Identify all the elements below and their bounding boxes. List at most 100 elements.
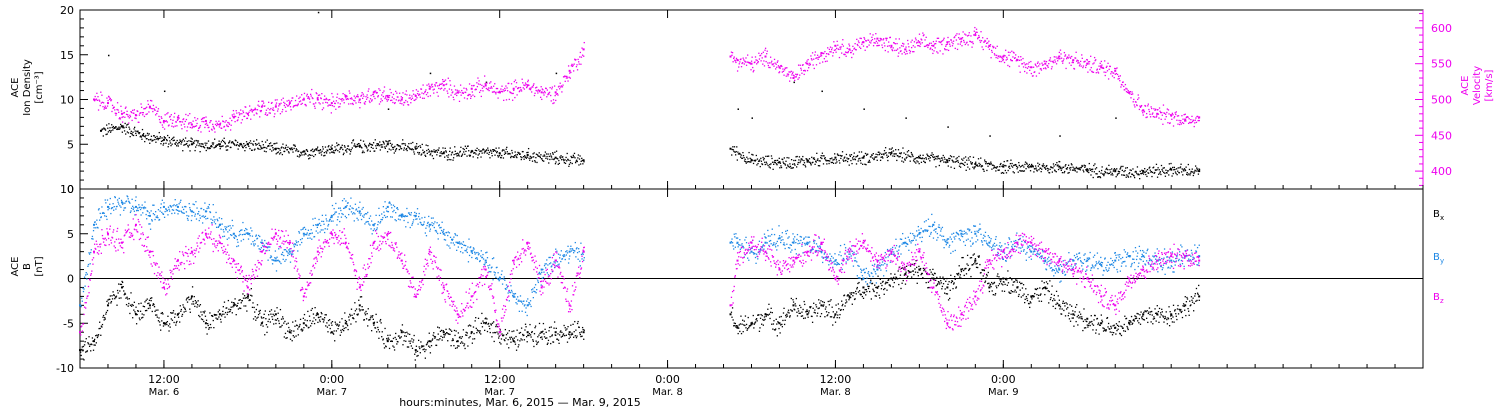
trace-point: [276, 307, 278, 309]
trace-point: [534, 87, 537, 89]
trace-point: [336, 324, 338, 327]
trace-point: [296, 324, 298, 327]
trace-point: [801, 159, 803, 161]
trace-point: [283, 104, 285, 107]
trace-point: [345, 326, 347, 329]
trace-point: [1131, 91, 1133, 93]
trace-point: [463, 151, 465, 153]
trace-point: [395, 90, 397, 93]
trace-point: [137, 110, 139, 113]
trace-point: [151, 100, 153, 102]
trace-point: [568, 163, 571, 165]
trace-point: [1123, 85, 1125, 88]
trace-point: [463, 148, 465, 151]
trace-point: [170, 114, 172, 116]
trace-point: [857, 291, 860, 293]
trace-point: [92, 349, 95, 351]
trace-point: [547, 153, 549, 155]
trace-point: [401, 143, 403, 145]
trace-point: [999, 165, 1001, 168]
trace-point: [999, 55, 1002, 57]
trace-point: [151, 108, 153, 110]
trace-point: [116, 128, 118, 131]
trace-point: [312, 97, 314, 100]
trace-point: [828, 304, 831, 306]
trace-point: [367, 145, 370, 147]
trace-point: [926, 44, 928, 46]
trace-point: [784, 163, 786, 165]
trace-point: [571, 156, 573, 159]
trace-point: [373, 324, 375, 326]
trace-point: [937, 52, 939, 54]
trace-point: [559, 82, 561, 84]
trace-point: [869, 41, 871, 43]
trace-point: [471, 84, 473, 87]
trace-point: [445, 83, 448, 85]
trace-point: [866, 46, 869, 48]
trace-point: [1095, 173, 1097, 175]
trace-point: [574, 157, 576, 159]
trace-point: [560, 155, 562, 157]
trace-point: [846, 160, 849, 163]
trace-point: [387, 99, 390, 101]
data-point: [974, 34, 977, 37]
trace-point: [919, 154, 921, 156]
trace-point: [462, 329, 465, 331]
trace-point: [128, 128, 131, 130]
trace-point: [181, 315, 183, 317]
trace-point: [825, 159, 827, 161]
trace-point: [896, 48, 899, 50]
trace-point: [1159, 110, 1161, 112]
trace-point: [893, 155, 896, 157]
trace-point: [345, 149, 347, 151]
trace-point: [388, 140, 390, 142]
trace-point: [87, 342, 89, 344]
trace-point: [906, 52, 908, 55]
trace-point: [793, 75, 795, 77]
trace-point: [735, 325, 738, 327]
data-point: [890, 152, 893, 155]
trace-point: [346, 148, 348, 150]
trace-point: [213, 327, 215, 329]
trace-point: [949, 158, 951, 160]
trace-point: [775, 318, 777, 320]
trace-point: [240, 109, 242, 111]
trace-point: [783, 74, 785, 76]
trace-point: [312, 320, 314, 322]
trace-point: [295, 335, 297, 337]
trace-point: [868, 44, 870, 46]
trace-point: [111, 104, 114, 107]
trace-point: [560, 159, 563, 161]
y2-tick-label: 400: [1431, 165, 1452, 178]
trace-point: [730, 51, 733, 53]
trace-point: [355, 321, 357, 323]
trace-point: [192, 143, 194, 145]
trace-point: [777, 321, 780, 324]
trace-point: [341, 328, 344, 331]
trace-point: [897, 155, 899, 157]
trace-point: [207, 140, 210, 142]
trace-point: [533, 94, 536, 97]
trace-point: [462, 91, 464, 94]
trace-point: [140, 106, 143, 109]
trace-point: [254, 108, 256, 111]
trace-point: [523, 339, 526, 341]
trace-point: [308, 97, 310, 99]
trace-point: [335, 100, 338, 102]
trace-point: [1179, 166, 1182, 168]
trace-point: [1182, 174, 1184, 176]
trace-point: [888, 45, 890, 47]
trace-point: [534, 161, 536, 163]
trace-point: [217, 311, 219, 313]
trace-point: [470, 332, 472, 335]
trace-point: [233, 143, 235, 145]
trace-point: [409, 342, 411, 344]
trace-point: [541, 98, 543, 101]
trace-point: [327, 331, 329, 333]
trace-point: [369, 142, 371, 145]
trace-point: [162, 313, 164, 315]
trace-point: [994, 54, 996, 56]
trace-point: [930, 42, 932, 44]
trace-point: [851, 50, 853, 52]
